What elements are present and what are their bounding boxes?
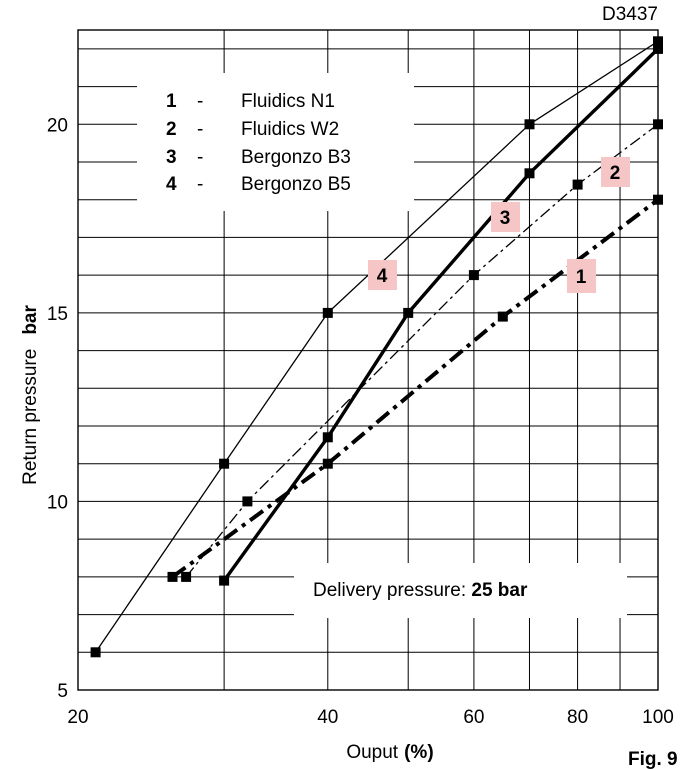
legend-name: Bergonzo B5 xyxy=(241,174,351,195)
legend-num: 2 xyxy=(166,119,177,140)
series-label-1: 1 xyxy=(576,267,587,288)
figure-label: Fig. 9 xyxy=(628,749,678,769)
y-tick-label: 20 xyxy=(47,115,68,136)
data-point-1 xyxy=(322,458,333,469)
x-tick-label: 100 xyxy=(642,707,674,728)
series-label-3: 3 xyxy=(500,208,511,229)
series-label-4: 4 xyxy=(377,266,388,287)
x-tick-label: 60 xyxy=(463,707,484,728)
y-tick-label: 15 xyxy=(47,304,68,325)
data-point-3 xyxy=(322,432,333,443)
legend-name: Fluidics W2 xyxy=(241,119,339,140)
data-point-1 xyxy=(167,571,178,582)
data-point-3 xyxy=(524,168,535,179)
legend-dash: - xyxy=(197,174,203,195)
x-tick-label: 40 xyxy=(317,707,338,728)
data-point-1 xyxy=(497,311,508,322)
x-tick-label: 80 xyxy=(567,707,588,728)
legend-name: Bergonzo B3 xyxy=(241,147,351,168)
data-point-4 xyxy=(322,307,333,318)
data-point-1 xyxy=(653,194,663,205)
data-point-2 xyxy=(653,119,663,130)
legend-num: 4 xyxy=(166,174,177,195)
data-point-4 xyxy=(653,36,663,47)
series-line-1 xyxy=(171,198,660,579)
legend-entry-3: 3 - Bergonzo B3 xyxy=(166,147,351,168)
data-point-2 xyxy=(242,496,253,507)
plot-frame xyxy=(77,29,659,691)
data-point-4 xyxy=(90,647,101,658)
chart-frame xyxy=(77,29,659,691)
y-tick-label: 10 xyxy=(47,492,68,513)
data-point-2 xyxy=(181,571,192,582)
series-label-3-box xyxy=(491,202,520,232)
y-tick-label: 5 xyxy=(57,681,68,702)
legend-num: 3 xyxy=(166,147,177,168)
legend-num: 1 xyxy=(166,91,177,112)
chart-code: D3437 xyxy=(602,4,658,25)
data-point-3 xyxy=(219,575,230,586)
legend-name: Fluidics N1 xyxy=(241,91,335,112)
series-label-4-box xyxy=(368,260,397,290)
series-label-1-box xyxy=(567,259,596,293)
chart-ticks: 20 40 60 80 100 5 10 15 20 xyxy=(47,115,674,728)
series-label-2-box xyxy=(601,157,630,187)
data-point-2 xyxy=(572,179,583,190)
data-point-4 xyxy=(524,119,535,130)
legend-entry-1: 1 - Fluidics N1 xyxy=(166,91,335,112)
chart-markers xyxy=(90,36,663,658)
data-point-3 xyxy=(403,307,414,318)
legend-box xyxy=(137,73,414,211)
data-point-3 xyxy=(653,43,663,54)
y-axis-label: Return pressurebar xyxy=(20,304,41,484)
legend-dash: - xyxy=(197,91,203,112)
data-point-4 xyxy=(219,458,230,469)
annotation-box xyxy=(294,563,627,618)
annotation-text: Delivery pressure: 25 bar xyxy=(313,580,528,601)
legend-entry-2: 2 - Fluidics W2 xyxy=(166,119,339,140)
x-axis-label: Ouput (%) xyxy=(346,742,433,763)
legend-dash: - xyxy=(197,119,203,140)
legend-entry-4: 4 - Bergonzo B5 xyxy=(166,174,351,195)
data-point-2 xyxy=(468,270,479,281)
x-tick-label: 20 xyxy=(67,707,88,728)
legend-dash: - xyxy=(197,147,203,168)
series-label-2: 2 xyxy=(610,163,621,184)
